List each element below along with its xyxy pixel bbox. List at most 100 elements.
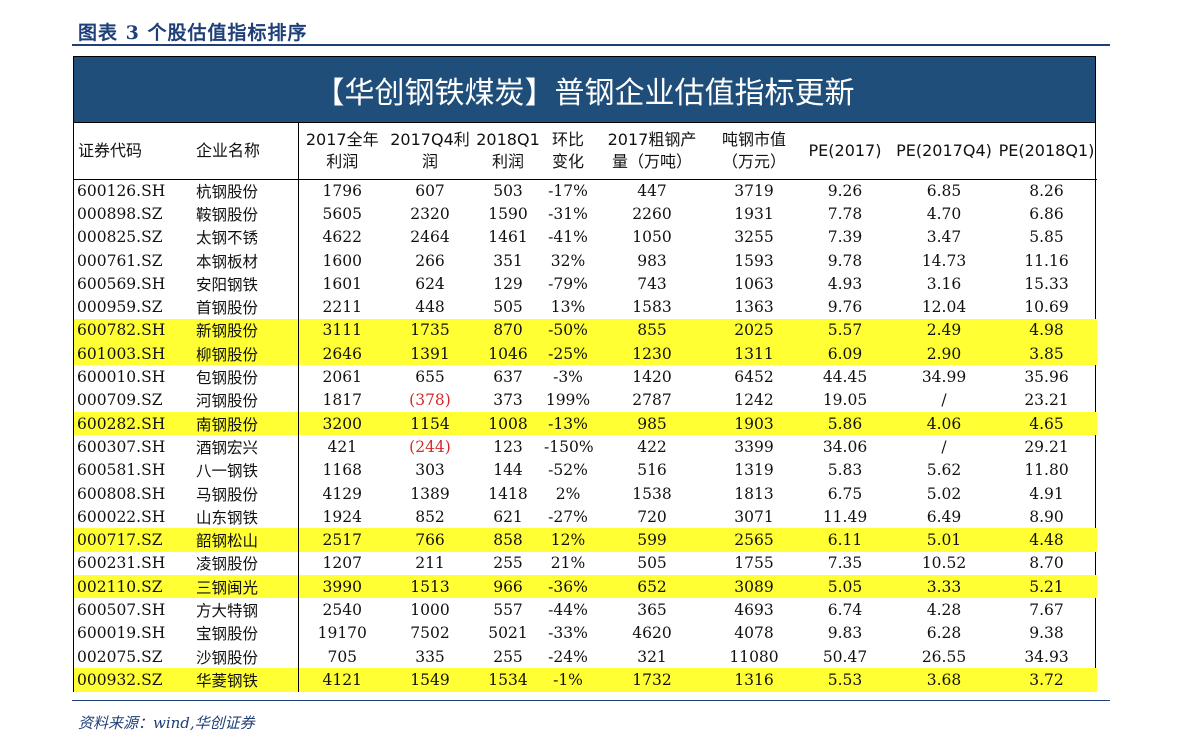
table-row: 600282.SH 南钢股份 3200 1154 1008 -13% 985 1903 5.86… [74,411,1097,436]
cell-steel-output: 720 [637,507,667,526]
cell-code: 600231.SH [77,554,166,573]
cell-pe-2017q4: 3.68 [892,668,996,692]
cell-code: 000717.SZ [74,528,182,552]
cell-qoq-change: 13% [550,298,586,317]
cell-profit-2017q4: 1154 [386,411,474,436]
cell-pe-2017q4: 4.70 [926,204,962,223]
table-row: 600231.SH 凌钢股份 1207 211 255 21% 505 1755 7.35 10.… [74,551,1097,576]
cell-mv-per-ton: 6452 [734,368,774,387]
header-pe-2017q4: PE(2017Q4) [892,123,996,180]
cell-code: 600307.SH [77,437,166,456]
cell-code: 600010.SH [77,368,166,387]
cell-profit-2018q1: 129 [493,274,523,293]
cell-name: 华菱钢铁 [182,668,299,692]
cell-profit-2018q1: 505 [493,298,523,317]
cell-name: 首钢股份 [182,295,299,319]
cell-pe-2017q4: 14.73 [921,251,967,270]
cell-steel-output: 985 [594,411,710,436]
cell-qoq-change: 12% [542,528,594,552]
cell-pe-2017: 11.49 [822,507,868,526]
cell-profit-2017: 705 [327,647,358,666]
cell-steel-output: 4620 [632,624,672,643]
cell-pe-2018q1: 3.85 [996,342,1097,366]
header-steel-output: 2017粗钢产 量（万吨） [594,123,710,180]
cell-name: 方大特钢 [182,598,299,622]
cell-qoq-change: -27% [548,507,588,526]
table-row: 600010.SH 包钢股份 2061 655 637 -3% 1420 6452 44.45 3… [74,365,1097,389]
cell-qoq-change: 32% [550,251,586,270]
cell-qoq-change: -13% [542,411,594,436]
cell-profit-2017q4: 7502 [410,624,450,643]
cell-profit-2017: 3200 [298,411,386,436]
table-row: 000932.SZ 华菱钢铁 4121 1549 1534 -1% 1732 1316 5.53… [74,668,1097,692]
cell-name: 柳钢股份 [182,342,299,366]
cell-steel-output: 1732 [594,668,710,692]
cell-qoq-change: -17% [548,181,588,200]
cell-profit-2017q4: (244) [409,437,451,456]
cell-name: 鞍钢股份 [182,202,299,226]
cell-pe-2017: 9.76 [827,298,863,317]
cell-steel-output: 365 [637,600,667,619]
cell-code: 600581.SH [77,461,166,480]
cell-mv-per-ton: 3399 [734,437,774,456]
cell-steel-output: 321 [637,647,667,666]
cell-mv-per-ton: 1311 [710,342,798,366]
cell-qoq-change: -50% [542,318,594,343]
cell-profit-2018q1: 1590 [488,204,528,223]
cell-profit-2017: 1924 [322,507,362,526]
cell-pe-2017: 5.05 [798,575,892,599]
cell-pe-2018q1: 5.85 [1029,228,1064,247]
cell-name: 凌钢股份 [182,551,299,576]
cell-qoq-change: -1% [542,668,594,692]
cell-qoq-change: -3% [553,368,583,387]
cell-profit-2017: 2061 [322,368,362,387]
cell-pe-2017q4: / [941,437,947,456]
cell-pe-2017q4: 6.49 [926,507,962,526]
cell-name: 包钢股份 [182,365,299,389]
cell-pe-2017q4: 34.99 [921,368,967,387]
cell-profit-2018q1: 5021 [488,624,528,643]
cell-name: 酒钢宏兴 [182,435,299,459]
cell-code: 600019.SH [77,624,166,643]
cell-pe-2017q4: 5.02 [926,484,962,503]
cell-mv-per-ton: 4078 [734,624,774,643]
cell-code: 600126.SH [77,181,166,200]
table-row: 000825.SZ 太钢不锈 4622 2464 1461 -41% 1050 3255 7.3… [74,225,1097,249]
cell-pe-2017: 6.09 [798,342,892,366]
cell-qoq-change: -24% [548,647,588,666]
cell-mv-per-ton: 1813 [734,484,774,503]
cell-qoq-change: -36% [542,575,594,599]
cell-pe-2017q4: 6.85 [926,181,962,200]
cell-pe-2018q1: 8.26 [1029,181,1064,200]
cell-steel-output: 447 [637,181,667,200]
table-header-row: 证券代码 企业名称 2017全年 利润 2017Q4利润 2018Q1 利润 环比 变化 2017… [74,123,1097,180]
cell-code: 600282.SH [74,411,182,436]
cell-profit-2018q1: 1046 [474,342,542,366]
cell-profit-2018q1: 870 [474,318,542,343]
cell-pe-2018q1: 4.98 [996,318,1097,343]
cell-pe-2017: 34.06 [822,437,868,456]
cell-code: 600808.SH [77,484,166,503]
cell-steel-output: 422 [637,437,667,456]
cell-qoq-change: -150% [544,437,594,456]
cell-mv-per-ton: 1903 [710,411,798,436]
cell-code: 002110.SZ [74,575,182,599]
cell-name: 本钢板材 [182,248,299,273]
cell-pe-2017: 50.47 [822,647,868,666]
header-mv-per-ton: 吨钢市值 （万元） [710,123,798,180]
cell-profit-2017q4: 448 [415,298,445,317]
cell-mv-per-ton: 1593 [734,251,774,270]
cell-pe-2017: 9.83 [827,624,863,643]
cell-mv-per-ton: 1363 [734,298,774,317]
cell-pe-2017q4: 5.01 [892,528,996,552]
cell-pe-2018q1: 6.86 [1029,204,1064,223]
table-row: 000709.SZ 河钢股份 1817 (378) 373 199% 2787 1242 19.… [74,388,1097,412]
cell-code: 000898.SZ [77,204,163,223]
table-row: 600581.SH 八一钢铁 1168 303 144 -52% 516 1319 5.83 5.… [74,458,1097,482]
cell-steel-output: 1583 [632,298,672,317]
cell-profit-2018q1: 621 [493,507,523,526]
cell-profit-2017: 1817 [322,391,362,410]
cell-profit-2018q1: 373 [493,391,523,410]
cell-profit-2017q4: (378) [409,391,451,410]
cell-qoq-change: -41% [548,228,588,247]
